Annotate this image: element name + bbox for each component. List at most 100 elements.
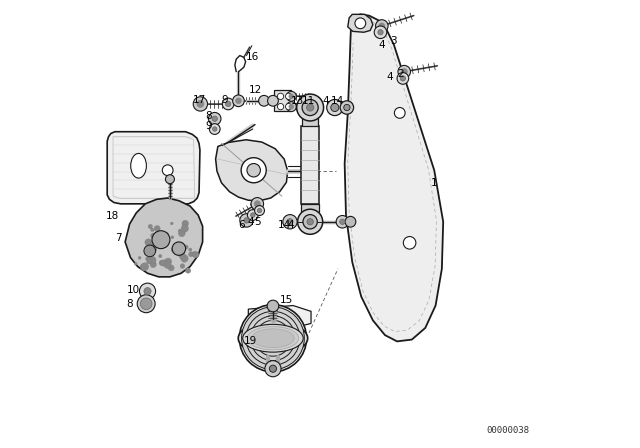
Circle shape bbox=[151, 233, 157, 239]
Circle shape bbox=[287, 91, 296, 101]
Circle shape bbox=[170, 222, 173, 225]
Text: 4: 4 bbox=[378, 40, 385, 50]
Circle shape bbox=[278, 93, 284, 99]
Polygon shape bbox=[216, 140, 288, 201]
Text: 15: 15 bbox=[280, 295, 293, 305]
Circle shape bbox=[251, 316, 296, 361]
Circle shape bbox=[331, 103, 339, 112]
Circle shape bbox=[240, 214, 253, 227]
Circle shape bbox=[141, 263, 148, 271]
Circle shape bbox=[193, 252, 199, 258]
Circle shape bbox=[345, 216, 356, 227]
Text: 8: 8 bbox=[205, 111, 212, 121]
Circle shape bbox=[285, 93, 292, 99]
Circle shape bbox=[379, 23, 385, 29]
Polygon shape bbox=[345, 14, 443, 341]
Circle shape bbox=[180, 255, 186, 260]
Circle shape bbox=[398, 65, 410, 78]
Circle shape bbox=[327, 99, 343, 116]
Circle shape bbox=[247, 164, 260, 177]
Circle shape bbox=[148, 256, 156, 264]
Bar bbox=[302, 118, 318, 126]
Circle shape bbox=[172, 242, 186, 255]
Circle shape bbox=[144, 245, 156, 257]
Circle shape bbox=[159, 260, 164, 266]
Circle shape bbox=[268, 95, 278, 106]
Circle shape bbox=[255, 320, 291, 356]
Circle shape bbox=[180, 255, 188, 262]
Circle shape bbox=[250, 213, 255, 217]
Text: 6: 6 bbox=[239, 220, 245, 230]
Circle shape bbox=[179, 252, 185, 258]
Circle shape bbox=[152, 231, 170, 249]
Bar bbox=[301, 204, 319, 212]
Circle shape bbox=[145, 257, 149, 261]
Circle shape bbox=[150, 261, 156, 267]
Circle shape bbox=[138, 256, 141, 259]
Circle shape bbox=[145, 239, 152, 246]
Circle shape bbox=[172, 247, 177, 253]
Circle shape bbox=[172, 247, 175, 250]
Circle shape bbox=[189, 248, 192, 251]
Circle shape bbox=[403, 237, 416, 249]
Text: 9: 9 bbox=[221, 95, 228, 105]
Circle shape bbox=[278, 103, 284, 110]
Text: 3: 3 bbox=[390, 36, 397, 46]
Circle shape bbox=[239, 305, 307, 372]
Polygon shape bbox=[113, 137, 195, 198]
Circle shape bbox=[150, 228, 154, 232]
Circle shape bbox=[298, 209, 323, 234]
Circle shape bbox=[140, 263, 148, 271]
Circle shape bbox=[265, 361, 281, 377]
Circle shape bbox=[140, 283, 156, 299]
Circle shape bbox=[159, 254, 162, 258]
Circle shape bbox=[287, 102, 296, 112]
Circle shape bbox=[161, 260, 167, 266]
Text: 16: 16 bbox=[246, 52, 259, 62]
Circle shape bbox=[152, 250, 154, 253]
Circle shape bbox=[297, 94, 324, 121]
Circle shape bbox=[142, 300, 150, 308]
Circle shape bbox=[164, 261, 172, 268]
Circle shape bbox=[150, 244, 155, 249]
Circle shape bbox=[400, 76, 406, 81]
Circle shape bbox=[148, 224, 152, 228]
Text: 14: 14 bbox=[331, 96, 344, 106]
Circle shape bbox=[212, 116, 218, 121]
Text: 00000038: 00000038 bbox=[486, 426, 530, 435]
Text: 12: 12 bbox=[248, 85, 262, 95]
Circle shape bbox=[374, 26, 387, 39]
Circle shape bbox=[184, 245, 188, 249]
Circle shape bbox=[259, 95, 269, 106]
Circle shape bbox=[209, 124, 220, 134]
Circle shape bbox=[340, 101, 354, 114]
Circle shape bbox=[164, 258, 172, 265]
Circle shape bbox=[376, 20, 388, 32]
Circle shape bbox=[150, 246, 157, 253]
Circle shape bbox=[307, 104, 314, 111]
Circle shape bbox=[401, 69, 408, 75]
Circle shape bbox=[246, 311, 300, 365]
Circle shape bbox=[241, 158, 266, 183]
Circle shape bbox=[285, 103, 292, 110]
Circle shape bbox=[150, 233, 156, 238]
Text: 2: 2 bbox=[397, 69, 404, 79]
Circle shape bbox=[340, 219, 345, 224]
Text: 17: 17 bbox=[192, 95, 205, 105]
Text: 7: 7 bbox=[115, 233, 122, 243]
Circle shape bbox=[255, 206, 264, 215]
Text: 4: 4 bbox=[288, 220, 294, 230]
Circle shape bbox=[307, 219, 314, 225]
Text: 9: 9 bbox=[205, 121, 212, 131]
Text: 10: 10 bbox=[127, 285, 140, 295]
Circle shape bbox=[378, 30, 383, 35]
Circle shape bbox=[248, 210, 258, 220]
Circle shape bbox=[267, 300, 279, 312]
Circle shape bbox=[212, 127, 217, 131]
Circle shape bbox=[269, 365, 276, 372]
Circle shape bbox=[257, 208, 262, 213]
Circle shape bbox=[242, 307, 305, 370]
Circle shape bbox=[344, 104, 350, 111]
Text: 18: 18 bbox=[106, 211, 119, 221]
Circle shape bbox=[144, 288, 151, 295]
